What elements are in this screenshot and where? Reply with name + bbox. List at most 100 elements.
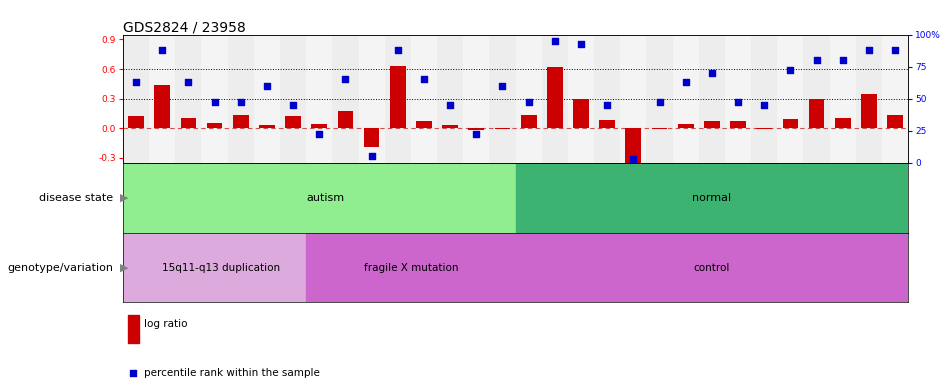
Bar [123,35,149,163]
Point [338,76,353,83]
Bar [704,121,720,128]
Point [311,131,327,137]
Bar [207,123,222,128]
Point [286,102,301,108]
Bar [364,128,379,147]
Point [416,76,431,83]
Point [154,47,170,53]
Bar [443,125,458,128]
Bar [123,233,307,303]
Bar [338,111,353,128]
Text: 15q11-q13 duplication: 15q11-q13 duplication [162,263,280,273]
Bar [652,128,667,129]
Point [521,99,536,106]
Bar [129,116,144,128]
Point [443,102,458,108]
Bar [594,35,621,163]
Text: autism: autism [307,193,345,203]
Bar [861,94,877,128]
Bar [468,128,484,130]
Point [757,102,772,108]
Bar [123,163,516,233]
Bar [856,35,882,163]
Bar [751,35,778,163]
Bar [600,120,615,128]
Bar [835,118,850,128]
Point [730,99,745,106]
Bar [311,124,327,128]
Bar [181,118,196,128]
Bar [516,35,542,163]
Bar [887,115,902,128]
Point [259,83,274,89]
Point [678,79,693,85]
Point [809,57,824,63]
Text: normal: normal [692,193,731,203]
Bar [332,35,359,163]
Point [704,70,719,76]
Bar [489,35,516,163]
Bar [521,115,536,128]
Bar [778,35,803,163]
Point [233,99,248,106]
Point [835,57,850,63]
Point [364,153,379,159]
Point [626,156,641,162]
Point [782,67,797,73]
Point [861,47,876,53]
Bar [782,119,798,128]
Bar [464,35,489,163]
Bar [259,125,274,128]
Text: percentile rank within the sample: percentile rank within the sample [144,368,320,378]
Text: control: control [693,263,730,273]
Bar [154,85,170,128]
Point [887,47,902,53]
Bar [416,121,431,128]
Bar [175,35,201,163]
Bar [621,35,646,163]
Bar [625,128,641,163]
Bar [882,35,908,163]
Bar [286,116,301,128]
Point [600,102,615,108]
Bar [568,35,594,163]
Bar [254,35,280,163]
Point [652,99,667,106]
Bar [516,163,908,233]
Text: disease state: disease state [40,193,114,203]
Bar [516,233,908,303]
Bar [390,66,406,128]
Text: log ratio: log ratio [144,319,187,329]
Bar [201,35,228,163]
Bar [307,233,516,303]
Point [547,38,562,44]
Text: GDS2824 / 23958: GDS2824 / 23958 [123,21,246,35]
Text: fragile X mutation: fragile X mutation [363,263,458,273]
Text: genotype/variation: genotype/variation [8,263,114,273]
Bar [547,67,563,128]
Bar [228,35,254,163]
Bar [385,35,411,163]
Bar [809,99,824,128]
Point [573,40,588,46]
Bar [280,35,307,163]
Bar [411,35,437,163]
Bar [359,35,385,163]
Bar [803,35,830,163]
Bar [725,35,751,163]
Point [495,83,510,89]
Point [207,99,222,106]
Bar [542,35,568,163]
Bar [673,35,699,163]
Bar [495,128,510,129]
Point [181,79,196,85]
Bar [128,315,139,343]
Bar [437,35,464,163]
Bar [573,99,588,128]
Point [129,79,144,85]
Bar [233,115,249,128]
Bar [757,128,772,129]
Bar [646,35,673,163]
Text: ▶: ▶ [120,263,129,273]
Bar [678,124,693,128]
